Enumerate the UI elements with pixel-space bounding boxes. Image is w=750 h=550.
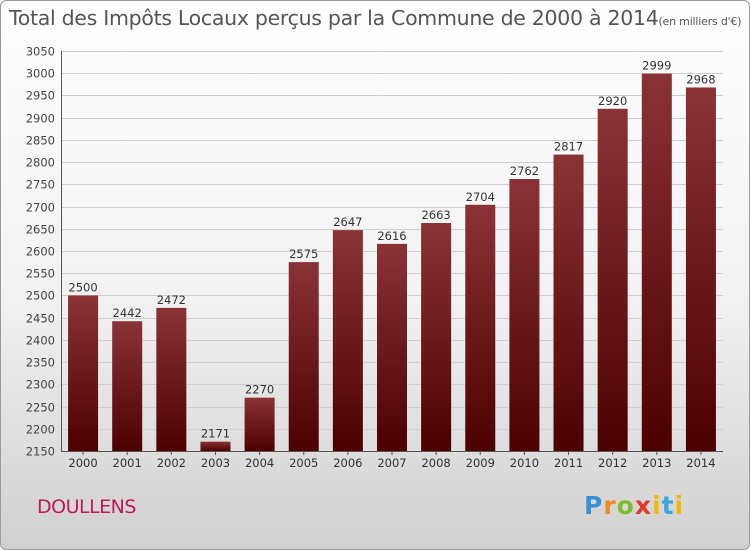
y-tick-label: 2400 xyxy=(26,334,55,348)
proxiti-logo: Proxiti xyxy=(584,491,685,520)
y-axis-ticks: 2150 2200 2250 2300 2350 2400 2450 2500 2550 2600… xyxy=(26,45,55,459)
bars xyxy=(68,73,716,452)
bar-2005 xyxy=(288,262,319,451)
x-axis-ticks: 2000 2001 2002 2003 2004 2005 2006 2007 2008 2009… xyxy=(68,451,716,470)
bar-2003 xyxy=(200,441,231,451)
x-tick-label-2008: 2008 xyxy=(421,456,450,470)
data-label-2014: 2968 xyxy=(686,72,715,86)
bar-2010 xyxy=(509,179,540,451)
y-tick-label: 2350 xyxy=(26,356,55,370)
data-label-2013: 2999 xyxy=(642,59,671,73)
data-label-2005: 2575 xyxy=(289,247,318,261)
bar-2007 xyxy=(376,243,408,451)
data-label-2000: 2500 xyxy=(68,280,97,294)
title-text: Total des Impôts Locaux perçus par la Co… xyxy=(9,6,659,30)
bar-2006 xyxy=(332,230,363,451)
x-tick-label-2003: 2003 xyxy=(201,456,230,470)
x-tick-label-2006: 2006 xyxy=(333,456,362,470)
bar-2009 xyxy=(465,204,496,451)
y-tick-label: 2650 xyxy=(26,223,55,237)
chart-title: Total des Impôts Locaux perçus par la Co… xyxy=(9,6,742,30)
bar-2012 xyxy=(597,108,628,452)
y-tick-label: 2550 xyxy=(26,267,55,281)
x-tick-label-2000: 2000 xyxy=(68,456,97,470)
y-tick-label: 3000 xyxy=(26,67,55,81)
bar-2000 xyxy=(68,295,99,451)
y-tick-label: 2200 xyxy=(26,423,55,437)
data-label-2006: 2647 xyxy=(333,215,362,229)
y-tick-label: 3050 xyxy=(26,45,55,59)
data-label-2003: 2171 xyxy=(201,427,230,441)
y-tick-label: 2900 xyxy=(26,112,55,126)
y-tick-label: 2850 xyxy=(26,134,55,148)
y-tick-label: 2750 xyxy=(26,178,55,192)
bar-2011 xyxy=(553,154,584,452)
bar-2008 xyxy=(421,223,452,451)
y-tick-label: 2150 xyxy=(26,445,55,459)
x-tick-label-2004: 2004 xyxy=(245,456,274,470)
data-label-2004: 2270 xyxy=(245,383,274,397)
x-tick-label-2010: 2010 xyxy=(510,456,539,470)
bar-2002 xyxy=(156,307,187,451)
x-tick-label-2014: 2014 xyxy=(686,456,715,470)
y-tick-label: 2600 xyxy=(26,245,55,259)
data-label-2008: 2663 xyxy=(421,208,450,222)
y-tick-label: 2950 xyxy=(26,89,55,103)
data-label-2002: 2472 xyxy=(157,293,186,307)
commune-name: DOULLENS xyxy=(37,496,136,518)
unit-label: (en milliers d'€) xyxy=(658,15,742,28)
y-tick-label: 2800 xyxy=(26,156,55,170)
data-label-2007: 2616 xyxy=(377,229,406,243)
x-tick-label-2005: 2005 xyxy=(289,456,318,470)
data-label-2010: 2762 xyxy=(510,164,539,178)
x-tick-label-2013: 2013 xyxy=(642,456,671,470)
data-label-2012: 2920 xyxy=(598,94,627,108)
x-tick-label-2012: 2012 xyxy=(598,456,627,470)
data-label-2009: 2704 xyxy=(466,190,495,204)
y-tick-label: 2450 xyxy=(26,312,55,326)
data-labels: 2500 2442 2472 2171 2270 2575 2647 2616 2663 2704… xyxy=(68,59,715,441)
bar-2004 xyxy=(244,397,275,451)
data-label-2001: 2442 xyxy=(113,306,142,320)
x-tick-label-2007: 2007 xyxy=(377,456,406,470)
x-tick-label-2009: 2009 xyxy=(466,456,495,470)
bar-2001 xyxy=(112,321,143,451)
x-tick-label-2001: 2001 xyxy=(113,456,142,470)
data-label-2011: 2817 xyxy=(554,140,583,154)
x-tick-label-2011: 2011 xyxy=(554,456,583,470)
bar-2014 xyxy=(685,87,716,451)
y-tick-label: 2300 xyxy=(26,378,55,392)
bar-2013 xyxy=(641,73,672,452)
y-tick-label: 2700 xyxy=(26,201,55,215)
y-tick-label: 2500 xyxy=(26,289,55,303)
y-tick-label: 2250 xyxy=(26,401,55,415)
x-tick-label-2002: 2002 xyxy=(157,456,186,470)
